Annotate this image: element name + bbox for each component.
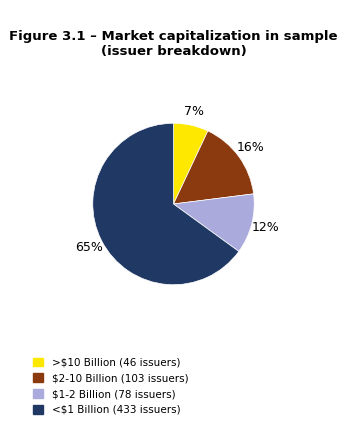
Text: 65%: 65% (75, 241, 103, 254)
Wedge shape (174, 131, 254, 204)
Wedge shape (174, 123, 208, 204)
Wedge shape (174, 194, 254, 251)
Text: 7%: 7% (184, 105, 204, 118)
Text: 16%: 16% (237, 141, 264, 155)
Text: Figure 3.1 – Market capitalization in sample
(issuer breakdown): Figure 3.1 – Market capitalization in sa… (9, 30, 338, 59)
Text: 12%: 12% (252, 221, 280, 234)
Legend: >$10 Billion (46 issuers), $2-10 Billion (103 issuers), $1-2 Billion (78 issuers: >$10 Billion (46 issuers), $2-10 Billion… (33, 358, 188, 415)
Wedge shape (93, 123, 239, 285)
